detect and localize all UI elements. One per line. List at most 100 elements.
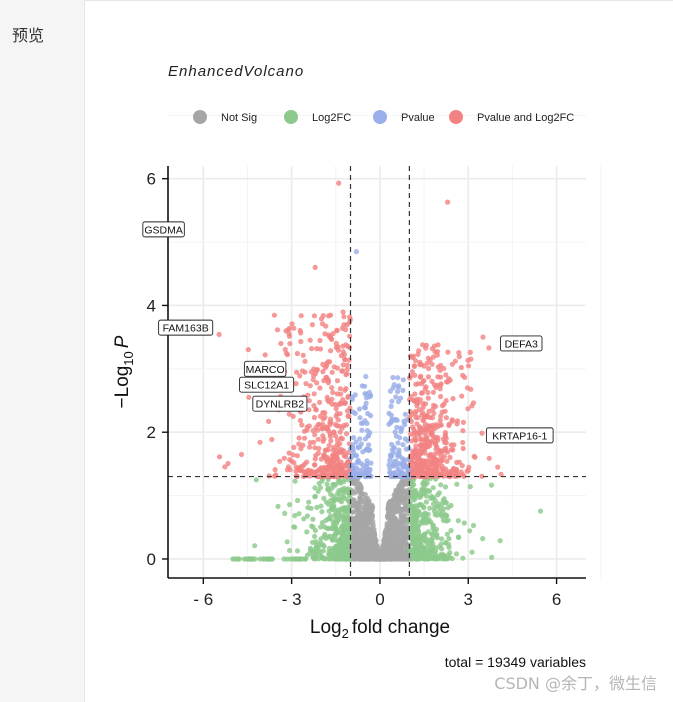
data-point bbox=[284, 556, 290, 562]
data-point bbox=[391, 450, 397, 456]
data-point bbox=[222, 464, 228, 470]
data-point bbox=[344, 366, 350, 372]
data-point bbox=[399, 484, 405, 490]
data-point bbox=[216, 331, 222, 338]
data-point bbox=[404, 506, 410, 513]
data-point bbox=[439, 546, 445, 552]
data-point bbox=[417, 501, 423, 507]
data-point bbox=[302, 369, 308, 375]
sidebar: 预览 bbox=[0, 0, 85, 702]
data-point bbox=[316, 445, 322, 452]
data-point bbox=[314, 504, 320, 510]
data-point bbox=[384, 524, 390, 530]
data-point bbox=[325, 380, 331, 386]
data-point bbox=[351, 478, 357, 484]
caption: total = 19349 variables bbox=[445, 654, 586, 670]
data-point bbox=[456, 354, 462, 360]
data-point bbox=[413, 358, 419, 364]
point-label-box bbox=[252, 395, 308, 412]
data-point bbox=[431, 455, 437, 461]
data-point bbox=[398, 429, 404, 435]
data-point bbox=[435, 492, 441, 498]
data-point bbox=[313, 473, 319, 479]
data-point bbox=[408, 548, 414, 554]
data-point bbox=[458, 364, 464, 371]
data-point bbox=[438, 482, 444, 488]
data-point bbox=[293, 381, 299, 387]
data-point bbox=[413, 381, 419, 387]
legend-label: Log2FC bbox=[312, 112, 351, 124]
data-point bbox=[391, 532, 397, 538]
data-point bbox=[418, 442, 424, 448]
data-point bbox=[354, 507, 360, 513]
data-points bbox=[216, 180, 544, 562]
data-point bbox=[328, 419, 334, 425]
data-point bbox=[417, 549, 423, 555]
data-point bbox=[312, 456, 318, 462]
data-point bbox=[426, 423, 432, 429]
data-point bbox=[320, 438, 326, 444]
data-point bbox=[321, 495, 327, 501]
data-point bbox=[467, 484, 473, 490]
data-point bbox=[438, 381, 444, 387]
data-point bbox=[317, 385, 323, 391]
data-point bbox=[403, 530, 409, 536]
data-point bbox=[296, 441, 302, 447]
data-point bbox=[442, 439, 448, 445]
data-point bbox=[360, 449, 366, 455]
data-point bbox=[390, 497, 396, 503]
data-point bbox=[409, 520, 415, 526]
data-point bbox=[343, 327, 349, 333]
data-point bbox=[332, 482, 338, 488]
data-point bbox=[369, 536, 375, 542]
data-point bbox=[352, 392, 358, 398]
data-point bbox=[368, 520, 374, 527]
data-point bbox=[398, 515, 404, 521]
data-point bbox=[269, 436, 275, 443]
data-point bbox=[347, 405, 353, 411]
data-point bbox=[459, 393, 465, 399]
data-point bbox=[334, 365, 341, 371]
data-point bbox=[369, 505, 375, 511]
data-point bbox=[421, 490, 427, 496]
data-point bbox=[330, 537, 336, 543]
data-point bbox=[312, 533, 318, 540]
data-point bbox=[300, 463, 306, 469]
data-point bbox=[425, 389, 431, 396]
data-point bbox=[497, 538, 503, 544]
point-label: MARCO bbox=[246, 364, 285, 376]
volcano-plot: - 6 - 3 0 3 6 0 2 4 6 GSDMA FAM163B MARCO SLC12A1 DY… bbox=[112, 63, 602, 670]
data-point bbox=[311, 403, 317, 409]
data-point bbox=[400, 377, 406, 383]
data-point bbox=[324, 525, 330, 532]
data-point bbox=[294, 350, 300, 357]
data-point bbox=[337, 555, 343, 561]
data-point bbox=[313, 407, 319, 413]
data-point bbox=[340, 397, 346, 403]
data-point bbox=[287, 547, 293, 554]
watermark: CSDN @余丁，微生信 bbox=[494, 674, 657, 693]
data-point bbox=[364, 555, 370, 562]
data-point bbox=[362, 418, 368, 424]
data-point bbox=[444, 458, 450, 464]
data-point bbox=[332, 525, 338, 531]
point-label: SLC12A1 bbox=[244, 380, 289, 392]
data-point bbox=[339, 486, 345, 493]
data-point bbox=[399, 461, 405, 467]
preview-label: 预览 bbox=[12, 26, 45, 45]
data-point bbox=[410, 461, 417, 467]
data-point bbox=[443, 518, 449, 524]
data-point bbox=[337, 411, 343, 417]
data-point bbox=[438, 393, 444, 400]
data-point bbox=[398, 425, 404, 431]
data-point bbox=[465, 406, 471, 412]
data-point bbox=[430, 485, 436, 491]
data-point bbox=[400, 536, 406, 542]
data-point bbox=[423, 499, 429, 505]
data-point bbox=[253, 477, 259, 483]
data-point bbox=[432, 451, 438, 457]
data-point bbox=[298, 330, 304, 336]
x-tick-label: - 3 bbox=[282, 590, 302, 609]
data-point bbox=[317, 421, 323, 427]
data-point bbox=[323, 499, 329, 505]
